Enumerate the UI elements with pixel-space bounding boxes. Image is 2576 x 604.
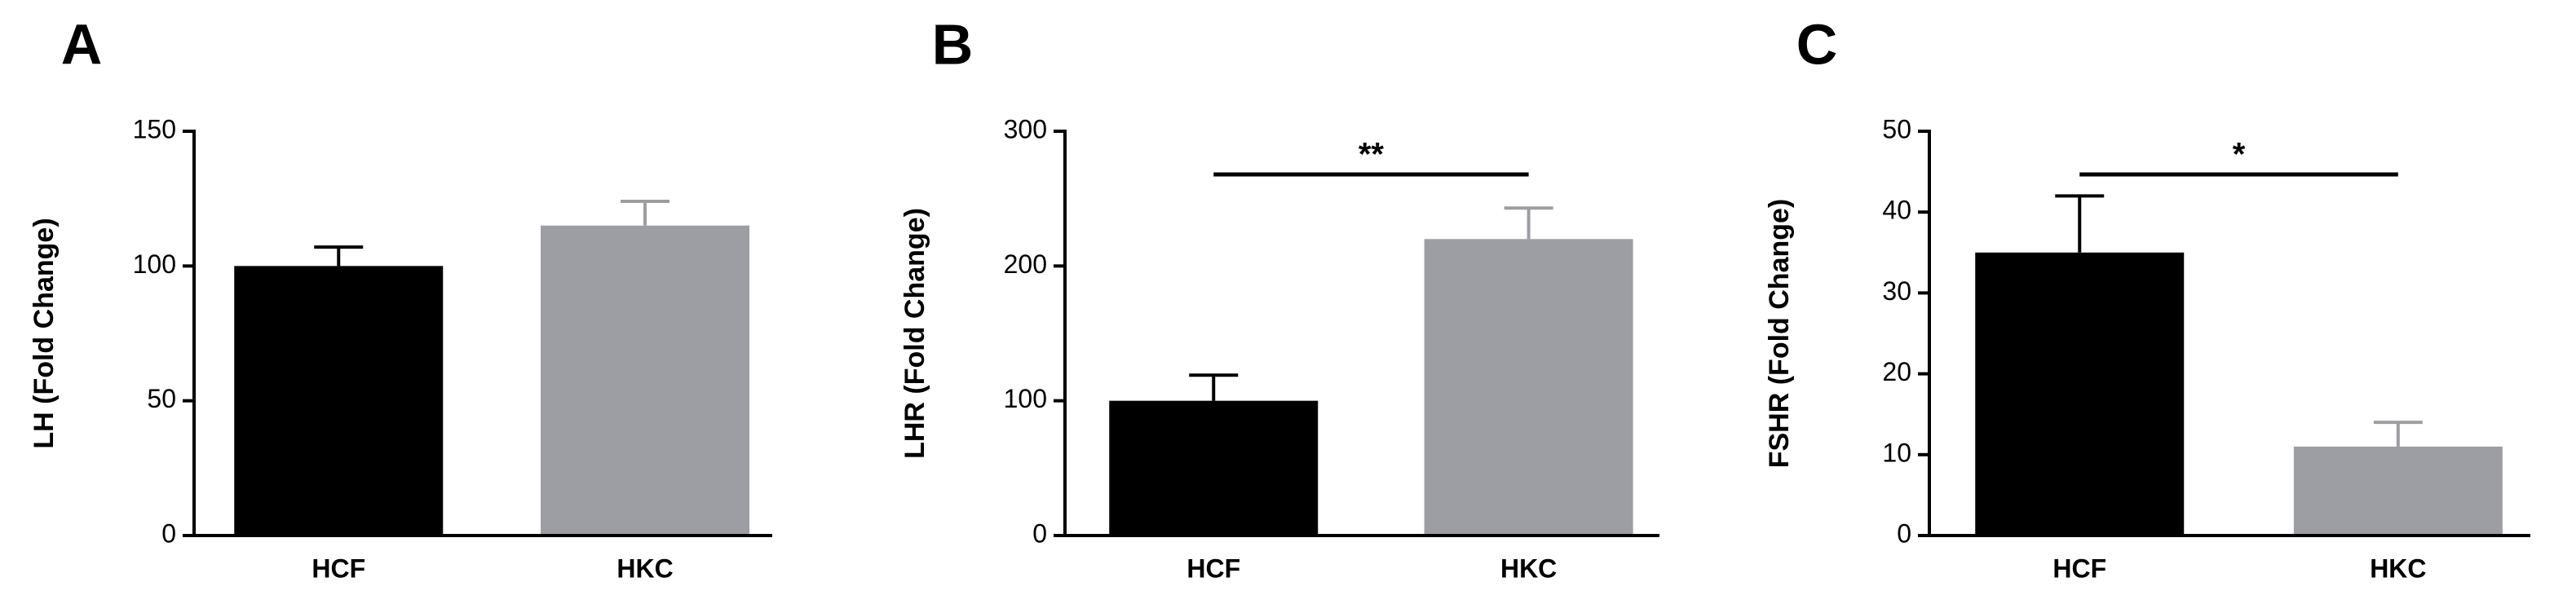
- y-tick-label: 10: [1882, 438, 1911, 467]
- y-tick-label: 0: [1032, 518, 1047, 548]
- x-tick-label: HKC: [1500, 553, 1557, 583]
- x-tick-label: HCF: [2052, 553, 2106, 583]
- bar: [1975, 252, 2185, 536]
- panel-label: A: [61, 12, 103, 76]
- y-tick-label: 100: [133, 249, 176, 279]
- y-axis-label: LHR (Fold Change): [899, 208, 930, 459]
- bar: [541, 225, 750, 536]
- significance-label: **: [1359, 137, 1385, 173]
- y-axis-label: FSHR (Fold Change): [1764, 199, 1795, 469]
- bar: [1109, 400, 1319, 536]
- panel-label: C: [1796, 12, 1838, 76]
- y-tick-label: 50: [147, 384, 176, 413]
- panel-label: B: [932, 12, 974, 76]
- y-tick-label: 100: [1004, 384, 1047, 413]
- x-tick-label: HCF: [1186, 553, 1240, 583]
- bar: [1424, 239, 1633, 536]
- y-tick-label: 150: [133, 114, 176, 143]
- x-tick-label: HCF: [312, 553, 365, 583]
- x-tick-label: HKC: [616, 553, 673, 583]
- y-tick-label: 0: [161, 518, 176, 548]
- y-tick-label: 0: [1897, 518, 1911, 548]
- y-tick-label: 300: [1004, 114, 1047, 143]
- y-tick-label: 50: [1882, 114, 1911, 143]
- y-tick-label: 20: [1882, 357, 1911, 386]
- x-tick-label: HKC: [2370, 553, 2426, 583]
- bar: [234, 266, 444, 536]
- y-tick-label: 40: [1882, 196, 1911, 225]
- significance-label: *: [2233, 137, 2246, 173]
- bar: [2293, 446, 2503, 536]
- y-tick-label: 30: [1882, 276, 1911, 306]
- y-axis-label: LH (Fold Change): [29, 218, 60, 448]
- y-tick-label: 200: [1004, 249, 1047, 279]
